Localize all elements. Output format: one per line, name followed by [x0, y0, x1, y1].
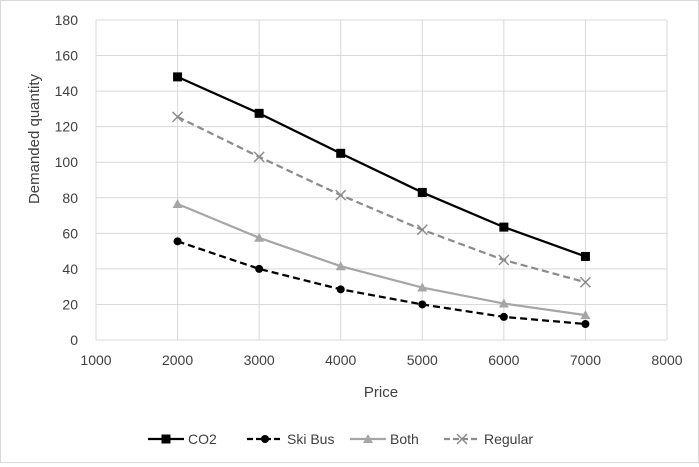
legend-item-both: Both [350, 431, 419, 447]
data-point-co2 [173, 72, 183, 82]
x-tick-label: 5000 [407, 352, 438, 368]
legend-item-regular: Regular [444, 431, 533, 447]
legend-item-ski-bus: Ski Bus [247, 431, 334, 447]
x-tick-label: 1000 [80, 352, 111, 368]
data-point-ski-bus [173, 237, 182, 246]
data-point-ski-bus [255, 264, 264, 273]
marker-stroke [579, 276, 591, 288]
data-point-ski-bus [336, 285, 345, 294]
data-point-ski-bus [499, 312, 508, 321]
data-point-regular [498, 254, 510, 266]
marker-stroke [416, 224, 428, 236]
data-point-both [254, 232, 265, 242]
y-tick-labels: 0 20 40 60 80 100 120 140 160 180 [55, 12, 79, 348]
legend-label-co2: CO2 [188, 431, 217, 447]
data-point-co2 [580, 251, 590, 261]
legend-marker-both [363, 434, 373, 443]
series-line-co2 [177, 75, 586, 258]
y-tick-label: 140 [55, 83, 79, 99]
marker-stroke [253, 151, 265, 163]
data-point-regular [253, 151, 265, 163]
y-tick-label: 100 [55, 154, 79, 170]
series-group [172, 72, 591, 328]
x-tick-label: 7000 [570, 352, 601, 368]
data-point-co2 [336, 148, 346, 158]
marker-stroke [498, 254, 510, 266]
data-point-both [580, 310, 591, 320]
data-point-co2 [254, 108, 264, 118]
series-regular [172, 111, 591, 288]
x-tick-label: 3000 [244, 352, 275, 368]
data-point-co2 [417, 187, 427, 197]
y-axis-label: Demanded quantity [26, 73, 43, 204]
data-point-regular [416, 224, 428, 236]
data-point-ski-bus [581, 320, 590, 328]
legend-item-co2: CO2 [148, 431, 217, 447]
series-co2 [173, 72, 590, 261]
legend-marker-regular [456, 433, 468, 445]
y-tick-label: 80 [62, 190, 78, 206]
y-tick-label: 20 [62, 296, 78, 312]
marker-stroke [456, 433, 468, 445]
y-tick-label: 120 [55, 119, 79, 135]
series-line-regular [177, 115, 586, 284]
legend-label-ski-bus: Ski Bus [287, 431, 334, 447]
series-both [172, 199, 591, 320]
series-ski-bus [173, 237, 590, 328]
x-tick-label: 8000 [651, 352, 682, 368]
x-tick-label: 4000 [325, 352, 356, 368]
data-point-both [498, 298, 509, 308]
y-tick-label: 180 [55, 12, 79, 28]
series-line-ski-bus [177, 240, 586, 326]
data-point-regular [172, 111, 184, 123]
data-point-ski-bus [418, 300, 427, 309]
legend-marker-co2 [161, 434, 171, 444]
marker-stroke [172, 111, 184, 123]
data-point-both [417, 282, 428, 292]
legend-marker-ski-bus [261, 435, 269, 443]
x-tick-label: 2000 [162, 352, 193, 368]
data-point-co2 [499, 222, 509, 232]
x-axis-label: Price [364, 384, 398, 401]
legend-label-both: Both [390, 431, 419, 447]
grid-lines [95, 19, 668, 341]
data-point-regular [335, 189, 347, 201]
legend: CO2 Ski Bus Both Regular [148, 431, 533, 447]
data-point-both [172, 199, 183, 208]
y-tick-label: 40 [62, 261, 78, 277]
data-point-both [335, 261, 346, 271]
y-tick-label: 0 [70, 332, 78, 348]
data-point-regular [579, 276, 591, 288]
marker-stroke [335, 189, 347, 201]
y-tick-label: 60 [62, 225, 78, 241]
legend-label-regular: Regular [484, 431, 533, 447]
x-tick-labels: 1000 2000 3000 4000 5000 6000 7000 8000 [80, 352, 682, 368]
x-tick-label: 6000 [488, 352, 519, 368]
series-line-both [177, 202, 586, 317]
y-tick-label: 160 [55, 48, 79, 64]
